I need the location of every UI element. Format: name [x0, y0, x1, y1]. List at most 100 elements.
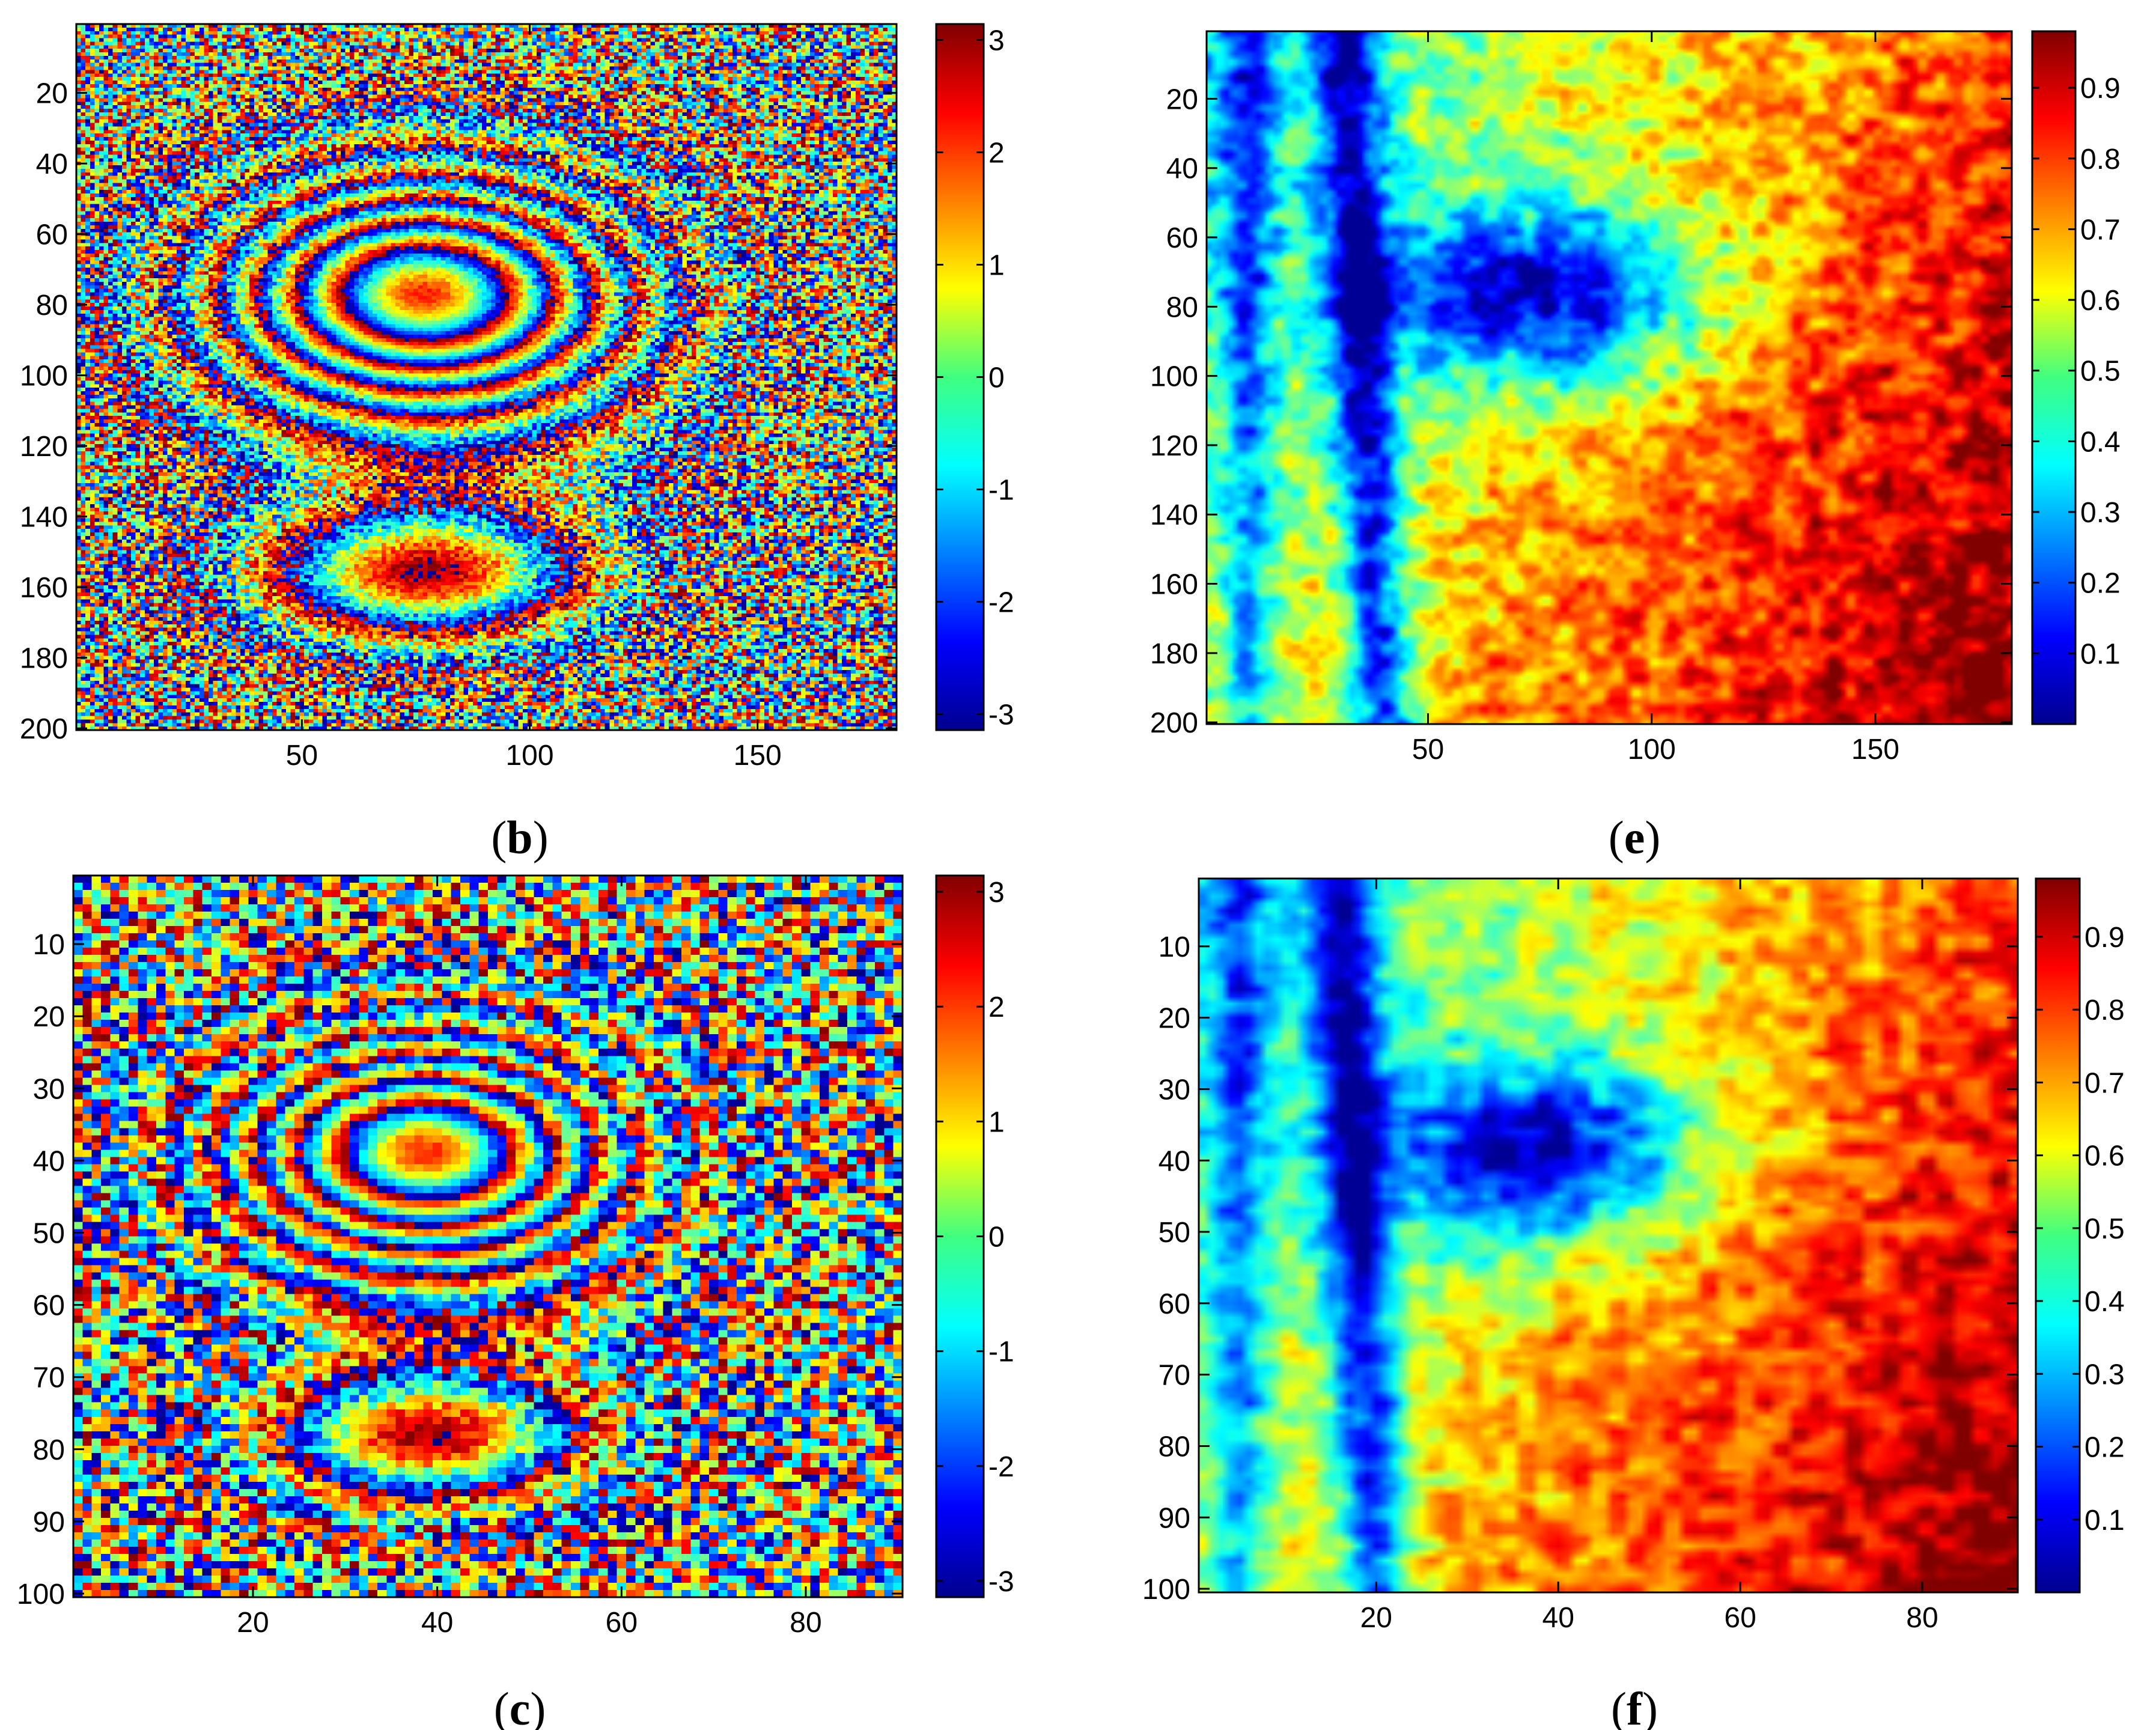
colorbar-tick-label: -2: [988, 587, 1014, 619]
colorbar-tick-label: 0: [988, 362, 1005, 394]
y-tick-label: 10: [33, 929, 65, 961]
colorbar-tick-label: 0.4: [2084, 1286, 2125, 1318]
y-tick-label: 50: [1159, 1217, 1190, 1249]
x-tick-label: 150: [1851, 734, 1899, 766]
y-tick-label: 40: [1166, 153, 1198, 185]
x-tick-label: 50: [286, 740, 318, 772]
y-tick-label: 40: [1159, 1145, 1190, 1177]
y-tick-label: 180: [1150, 638, 1198, 670]
colorbar-tick-label: 3: [988, 877, 1005, 909]
colorbar-tick-label: 1: [988, 1106, 1005, 1138]
y-tick-label: 60: [36, 219, 68, 251]
colorbar-tick-label: 0.2: [2080, 568, 2121, 600]
y-tick-label: 20: [33, 1001, 65, 1033]
y-tick-label: 80: [36, 290, 68, 321]
y-tick-label: 40: [33, 1145, 65, 1177]
colorbar-tick-label: 0.5: [2084, 1213, 2125, 1245]
y-tick-label: 100: [1150, 361, 1198, 393]
y-tick-label: 60: [33, 1290, 65, 1322]
colorbar-tick-label: 0.9: [2080, 73, 2121, 105]
plot-frame-e: [1205, 30, 2013, 725]
y-tick-label: 180: [20, 643, 68, 675]
y-tick-label: 200: [1150, 707, 1198, 739]
x-tick-label: 80: [1906, 1602, 1938, 1634]
y-tick-label: 30: [33, 1073, 65, 1105]
panel-label-b: (b): [491, 811, 548, 863]
y-tick-label: 100: [1142, 1574, 1190, 1606]
colorbar-tick-label: 0.7: [2084, 1067, 2125, 1099]
y-tick-label: 10: [1159, 931, 1190, 963]
x-tick-label: 60: [606, 1607, 638, 1639]
panel-label-c: (c): [494, 1683, 546, 1730]
y-tick-label: 140: [1150, 499, 1198, 531]
y-tick-label: 100: [17, 1579, 65, 1610]
colorbar-tick-label: 2: [988, 991, 1005, 1023]
y-tick-label: 200: [20, 713, 68, 745]
colorbar-e: [2031, 30, 2077, 725]
y-tick-label: 80: [33, 1434, 65, 1466]
y-tick-label: 20: [1159, 1003, 1190, 1035]
x-tick-label: 20: [1360, 1602, 1392, 1634]
colorbar-tick-label: 0.5: [2080, 356, 2121, 388]
colorbar-tick-label: 0.1: [2084, 1505, 2125, 1537]
y-tick-label: 60: [1159, 1288, 1190, 1320]
x-tick-label: 60: [1724, 1602, 1756, 1634]
colorbar-tick-label: 0.4: [2080, 426, 2121, 458]
colorbar-tick-label: -1: [988, 475, 1014, 507]
colorbar-tick-label: 0: [988, 1222, 1005, 1253]
x-tick-label: 40: [421, 1607, 453, 1639]
x-tick-label: 100: [1628, 734, 1676, 766]
heatmap-image-c: [73, 876, 903, 1597]
colorbar-tick-label: 0.6: [2080, 285, 2121, 317]
panel-letter: c: [510, 1683, 531, 1730]
colorbar-tick-label: 2: [988, 137, 1005, 169]
colorbar-tick-label: 0.8: [2084, 994, 2125, 1026]
x-tick-label: 20: [237, 1607, 269, 1639]
colorbar-tick-label: -3: [988, 1566, 1014, 1598]
colorbar-tick-label: -2: [988, 1451, 1014, 1483]
x-tick-label: 80: [790, 1607, 821, 1639]
plot-frame-c: [72, 874, 904, 1598]
y-tick-label: 80: [1159, 1431, 1190, 1463]
y-tick-label: 160: [1150, 569, 1198, 601]
y-tick-label: 90: [33, 1506, 65, 1538]
colorbar-tick-label: 0.7: [2080, 214, 2121, 246]
y-tick-label: 80: [1166, 291, 1198, 323]
plot-frame-f: [1198, 877, 2019, 1594]
heatmap-image-e: [1207, 31, 2012, 724]
colorbar-tick-label: 0.3: [2080, 497, 2121, 529]
y-tick-label: 40: [36, 148, 68, 180]
panel-letter: f: [1627, 1683, 1643, 1730]
y-tick-label: 160: [20, 572, 68, 604]
colorbar-tick-label: 0.1: [2080, 638, 2121, 670]
y-tick-label: 20: [36, 78, 68, 110]
heatmap-image-f: [1199, 879, 2018, 1592]
panel-label-f: (f): [1611, 1683, 1658, 1730]
colorbar-tick-label: 0.3: [2084, 1359, 2125, 1390]
y-tick-label: 50: [33, 1217, 65, 1249]
y-tick-label: 70: [1159, 1360, 1190, 1392]
y-tick-label: 120: [20, 431, 68, 463]
colorbar-tick-label: -3: [988, 699, 1014, 731]
y-tick-label: 90: [1159, 1502, 1190, 1534]
y-tick-label: 100: [20, 361, 68, 392]
colorbar-tick-label: 0.8: [2080, 144, 2121, 175]
panel-label-e: (e): [1609, 811, 1661, 863]
x-tick-label: 50: [1412, 734, 1444, 766]
panel-letter: e: [1624, 811, 1645, 863]
colorbar-tick-label: 0.9: [2084, 922, 2125, 954]
y-tick-label: 70: [33, 1362, 65, 1394]
y-tick-label: 140: [20, 502, 68, 534]
colorbar-tick-label: 0.2: [2084, 1432, 2125, 1464]
colorbar-tick-label: -1: [988, 1336, 1014, 1368]
y-tick-label: 60: [1166, 222, 1198, 254]
heatmap-image-b: [76, 24, 897, 730]
panel-letter: b: [507, 811, 532, 863]
y-tick-label: 20: [1166, 84, 1198, 115]
x-tick-label: 40: [1542, 1602, 1574, 1634]
colorbar-tick-label: 0.6: [2084, 1141, 2125, 1172]
x-tick-label: 100: [505, 740, 553, 772]
colorbar-tick-label: 1: [988, 249, 1005, 281]
y-tick-label: 30: [1159, 1074, 1190, 1106]
